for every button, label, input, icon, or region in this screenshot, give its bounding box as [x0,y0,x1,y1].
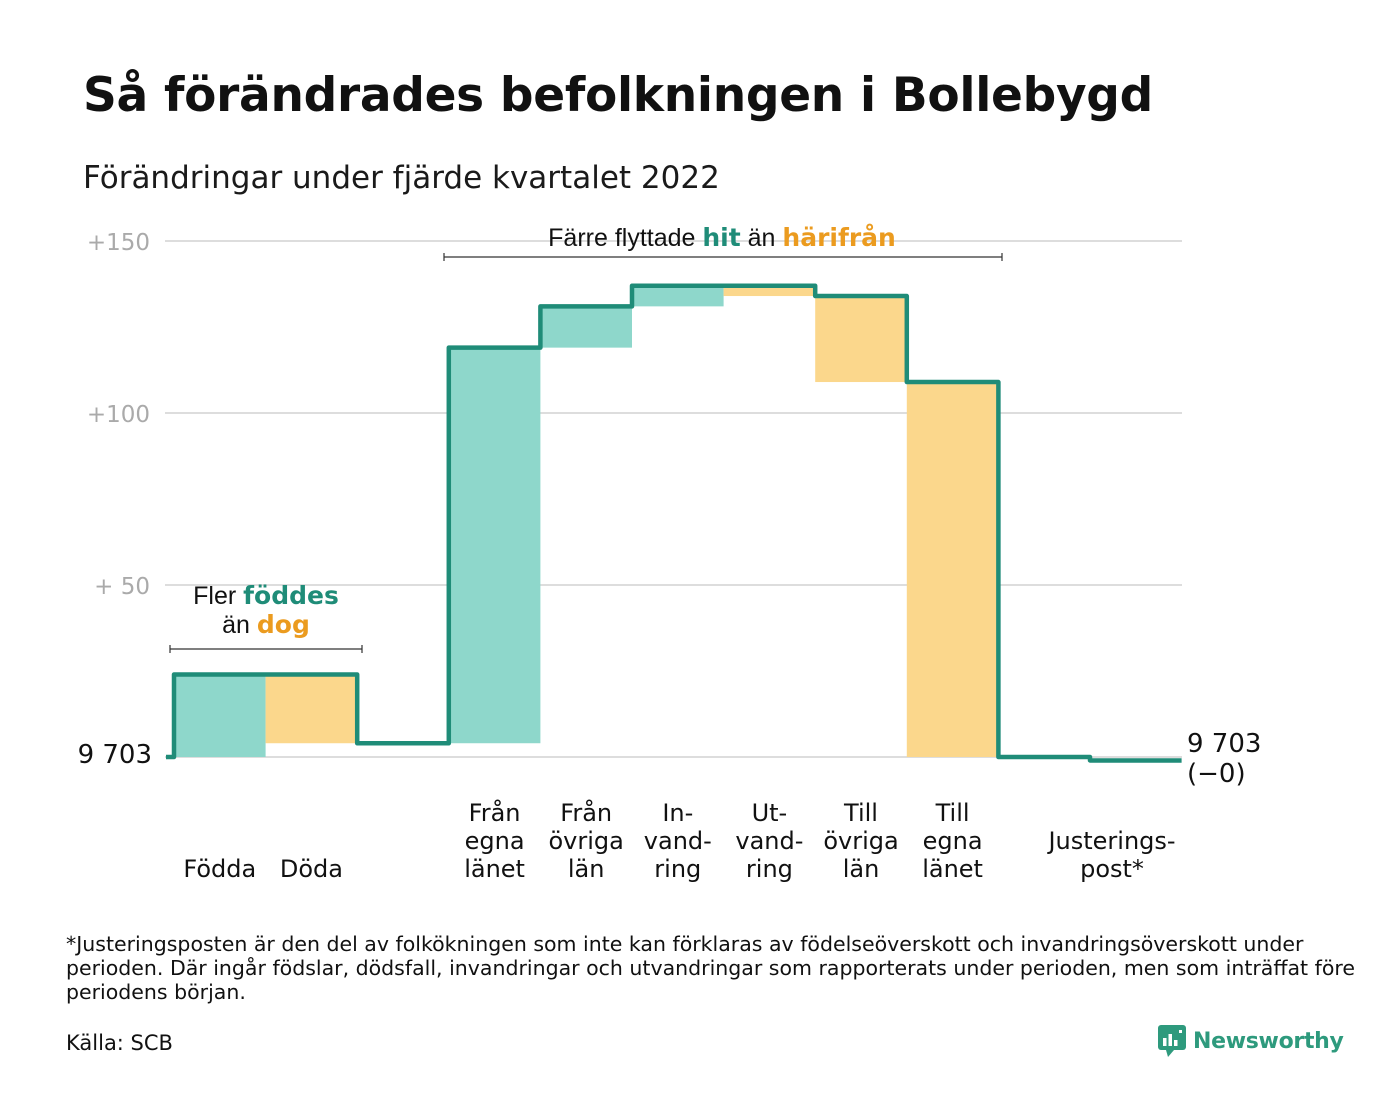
bar-increase [540,306,632,348]
category-label: vand- [644,827,712,855]
births-annotation-line1: Fler föddes [193,581,339,610]
annotation-text: föddes [243,581,339,610]
category-label: ring [654,855,701,883]
end-value-label: 9 703 [1187,729,1261,759]
bar-decrease [723,285,816,297]
chart-subtitle: Förändringar under fjärde kvartalet 2022 [83,160,720,196]
category-label: länet [464,855,525,883]
annotation-text: än [222,611,257,639]
newsworthy-logo-icon [1158,1025,1186,1057]
start-value-label: 9 703 [78,740,152,770]
source-label: Källa: SCB [66,1031,173,1055]
chart-title: Så förändrades befolkningen i Bollebygd [83,68,1153,123]
category-label: länet [922,855,983,883]
annotation-text: hit [702,223,740,252]
brand-logo: Newsworthy [1158,1025,1344,1057]
bar-increase [632,285,724,307]
annotation-text: Färre flyttade [548,224,702,252]
population-step-line [166,283,1182,763]
category-label: Justerings- [1046,827,1175,855]
bar-increase [174,674,266,757]
category-label: egna [923,827,983,855]
annotation-text: än [741,224,783,252]
category-label: Till [935,799,970,827]
category-label: län [568,855,605,883]
category-label: Från [560,798,612,827]
bar-increase [448,347,541,744]
y-tick-label: + 50 [94,574,150,600]
annotation-text: härifrån [782,223,895,252]
migration-annotation: Färre flyttade hit än härifrån [548,223,896,252]
category-label: Ut- [752,799,788,827]
category-label: egna [465,827,525,855]
y-tick-label: +100 [87,402,150,428]
footnote: *Justeringsposten är den del av folkökni… [66,932,1355,1004]
category-label: Döda [280,855,343,883]
y-tick-label: +150 [87,230,150,256]
category-label: län [843,855,880,883]
brand-name: Newsworthy [1193,1028,1344,1054]
category-label: övriga [549,827,624,855]
category-label: Födda [183,855,256,883]
annotation-text: dog [257,610,310,639]
end-change-label: (−0) [1187,759,1246,789]
bar-decrease [906,382,999,757]
category-label: post* [1080,855,1144,883]
annotation-text: Fler [193,582,243,610]
bar-decrease [815,296,907,383]
bar-decrease [265,674,358,744]
category-label: ring [746,855,793,883]
category-label: Till [843,799,878,827]
category-label: vand- [735,827,803,855]
births-annotation-line2: än dog [222,610,310,639]
category-label: övriga [823,827,898,855]
category-label: In- [662,799,693,827]
category-label: Från [469,798,521,827]
